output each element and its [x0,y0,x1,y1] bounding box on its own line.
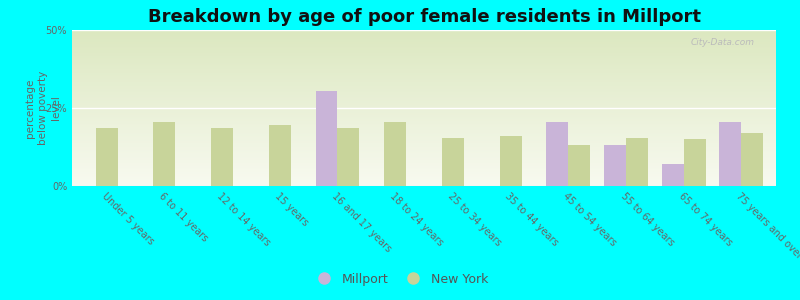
Bar [499,136,522,186]
Bar [604,146,626,186]
Text: City-Data.com: City-Data.com [691,38,755,47]
Bar [96,128,118,186]
Bar [719,122,742,186]
Bar [684,139,706,186]
Bar [742,133,763,186]
Bar [315,91,338,186]
Bar [568,146,590,186]
Bar [546,122,568,186]
Bar [154,122,175,186]
Bar [338,128,359,186]
Legend: Millport, New York: Millport, New York [306,268,494,291]
Bar [626,138,648,186]
Bar [211,128,233,186]
Bar [384,122,406,186]
Bar [442,138,464,186]
Y-axis label: percentage
below poverty
level: percentage below poverty level [25,71,61,145]
Bar [269,125,290,186]
Bar [662,164,684,186]
Title: Breakdown by age of poor female residents in Millport: Breakdown by age of poor female resident… [147,8,701,26]
